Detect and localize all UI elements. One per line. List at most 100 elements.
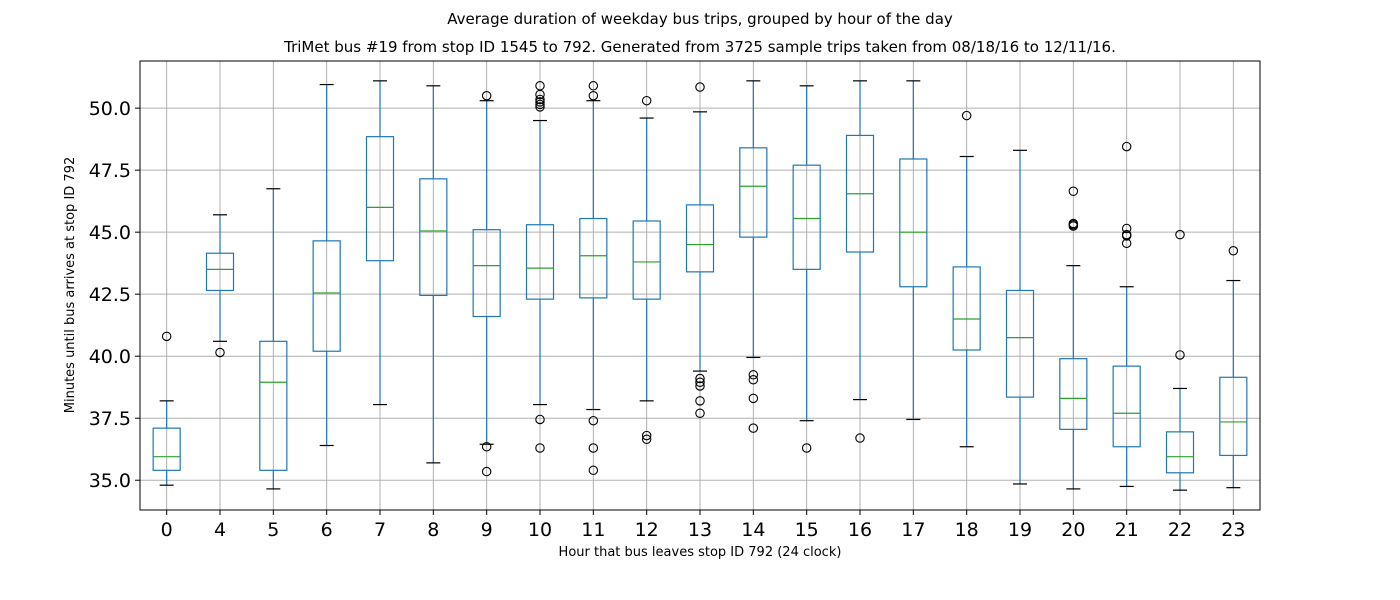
outlier-point	[535, 94, 545, 105]
box-hour-15	[792, 85, 821, 453]
outlier-point	[535, 443, 545, 453]
x-tick-label: 4	[214, 519, 226, 541]
box-hour-10	[525, 81, 555, 453]
outlier-point	[535, 414, 545, 425]
outlier-point	[641, 434, 652, 445]
outlier-point	[535, 99, 545, 110]
iqr-box	[365, 136, 395, 262]
outlier-point	[1175, 350, 1185, 360]
iqr-box	[1059, 358, 1088, 430]
y-tick-label: 47.5	[89, 160, 131, 182]
outlier-point	[695, 381, 705, 391]
outlier-point	[588, 443, 599, 453]
x-tick-label: 14	[741, 519, 765, 541]
box-hour-18	[952, 110, 981, 448]
outlier-point	[1068, 218, 1079, 229]
x-tick-label: 5	[267, 519, 279, 541]
outlier-point	[588, 415, 599, 426]
x-tick-label: 15	[795, 519, 819, 541]
box-hour-22	[1165, 229, 1195, 491]
x-tick-label: 19	[1008, 519, 1032, 541]
boxes-layer	[152, 80, 1248, 491]
box-hour-14	[739, 80, 768, 433]
outlier-point	[1121, 141, 1132, 152]
iqr-box	[472, 229, 501, 318]
chart-title: Average duration of weekday bus trips, g…	[447, 10, 953, 28]
x-tick-label: 13	[688, 519, 712, 541]
x-tick-label: 22	[1168, 519, 1192, 541]
outlier-point	[481, 441, 492, 452]
iqr-box	[312, 240, 341, 352]
outlier-point	[588, 465, 599, 476]
outlier-point	[748, 370, 759, 380]
iqr-box	[739, 147, 768, 238]
outlier-point	[161, 331, 172, 342]
y-tick-label: 40.0	[89, 346, 131, 368]
box-hour-13	[685, 82, 715, 419]
y-axis-ticks: 35.0 37.5 40.0 42.5 45.0 47.5 50.0	[89, 98, 140, 492]
box-hour-16	[845, 80, 875, 443]
x-tick-label: 23	[1221, 519, 1245, 541]
x-tick-label: 7	[374, 519, 386, 541]
box-hour-9	[472, 90, 501, 477]
box-hour-8	[419, 85, 448, 464]
iqr-box	[1165, 431, 1195, 474]
outlier-point	[748, 423, 759, 433]
box-hour-12	[632, 95, 661, 445]
outlier-point	[1121, 229, 1132, 240]
box-hour-17	[899, 80, 928, 421]
box-hour-19	[1005, 149, 1035, 485]
x-tick-label: 0	[161, 519, 173, 541]
outlier-point	[1068, 186, 1079, 196]
outlier-point	[481, 466, 492, 477]
iqr-box	[525, 224, 555, 300]
box-hour-11	[579, 81, 608, 476]
box-hour-0	[152, 331, 181, 486]
iqr-box	[579, 217, 608, 299]
x-axis-label: Hour that bus leaves stop ID 792 (24 clo…	[559, 545, 842, 560]
box-hour-4	[205, 214, 235, 358]
iqr-box	[419, 178, 448, 297]
x-tick-label: 6	[321, 519, 333, 541]
outlier-point	[1121, 223, 1132, 234]
x-tick-label: 11	[581, 519, 605, 541]
x-tick-label: 9	[481, 519, 493, 541]
outlier-point	[641, 95, 652, 106]
outlier-point	[641, 430, 652, 441]
outlier-point	[695, 373, 705, 384]
outlier-point	[695, 408, 705, 419]
outlier-point	[695, 82, 705, 92]
outlier-point	[695, 396, 705, 406]
box-hour-6	[312, 83, 341, 447]
outlier-point	[801, 443, 812, 453]
y-tick-label: 37.5	[89, 408, 131, 430]
outlier-point	[481, 90, 492, 101]
x-tick-label: 17	[901, 519, 925, 541]
iqr-box	[1112, 365, 1141, 448]
box-hour-23	[1219, 246, 1248, 489]
y-tick-label: 45.0	[89, 222, 131, 244]
iqr-box	[259, 340, 288, 471]
iqr-box	[205, 252, 235, 292]
outlier-point	[748, 375, 759, 385]
iqr-box	[792, 164, 821, 270]
iqr-box	[952, 266, 981, 351]
outlier-point	[535, 97, 545, 107]
outlier-point	[588, 81, 599, 91]
box-hour-21	[1112, 141, 1141, 488]
box-hour-20	[1059, 186, 1088, 490]
x-tick-label: 21	[1115, 519, 1139, 541]
outlier-point	[695, 377, 705, 387]
iqr-box	[899, 158, 928, 288]
y-tick-label: 50.0	[89, 98, 131, 120]
outlier-point	[1228, 246, 1239, 256]
outlier-point	[855, 433, 865, 443]
iqr-box	[152, 427, 181, 471]
x-tick-label: 12	[635, 519, 659, 541]
outlier-point	[588, 90, 599, 101]
box-hour-5	[259, 188, 288, 490]
outlier-point	[748, 393, 759, 404]
outlier-point	[215, 347, 225, 358]
x-tick-label: 20	[1061, 519, 1085, 541]
x-tick-label: 10	[528, 519, 552, 541]
